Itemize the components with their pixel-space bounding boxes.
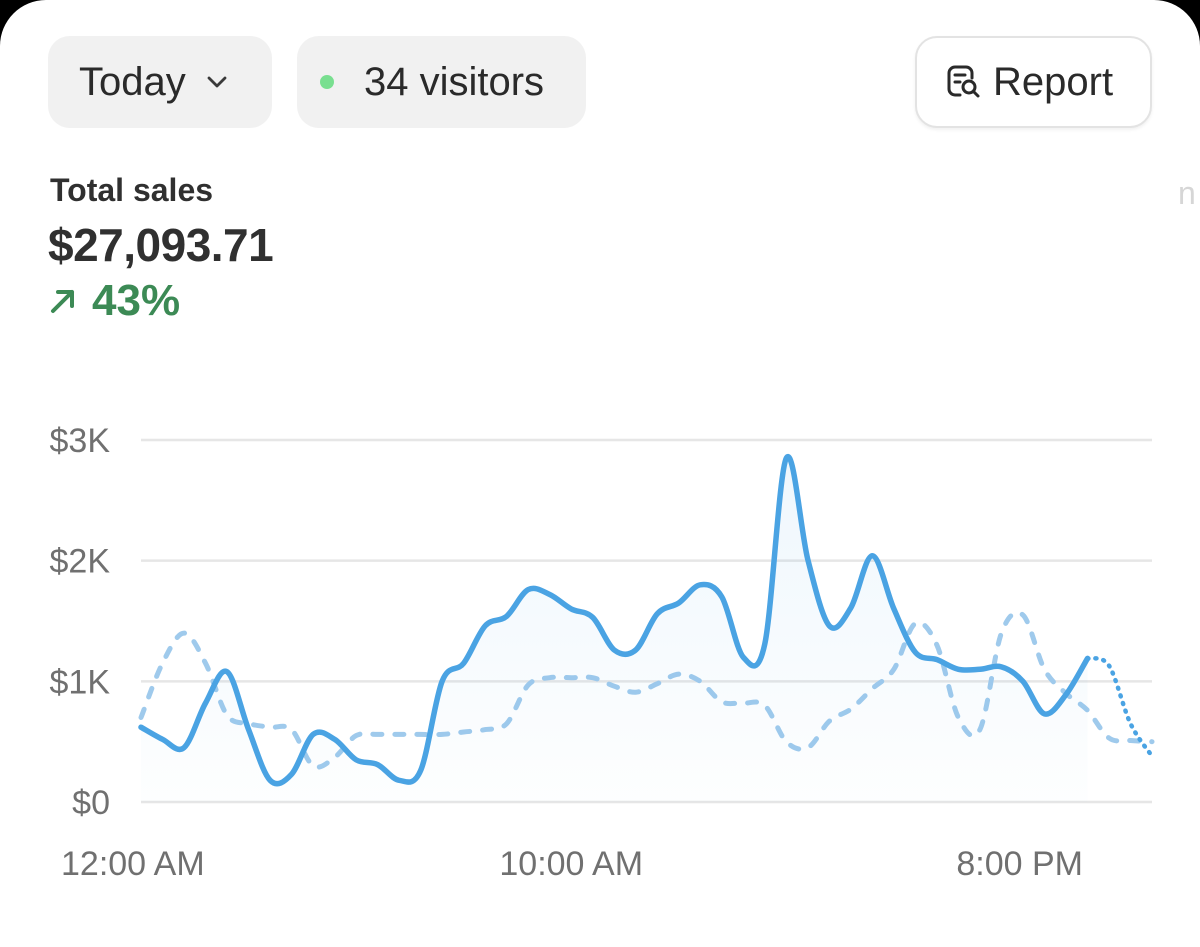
report-button[interactable]: Report <box>915 36 1152 128</box>
total-sales-value: $27,093.71 <box>48 219 274 271</box>
live-status-dot <box>320 75 334 89</box>
y-tick-label: $1K <box>50 663 111 701</box>
total-sales-title[interactable]: Total sales <box>50 172 214 208</box>
x-tick-label: 8:00 PM <box>956 845 1083 883</box>
visitors-count: 34 visitors <box>364 59 545 104</box>
series-area-fill <box>141 456 1088 802</box>
live-visitors-badge[interactable]: 34 visitors <box>297 36 586 128</box>
sales-change-indicator: 43% <box>48 276 180 326</box>
report-button-label: Report <box>993 59 1114 104</box>
current-period-line <box>138 453 1091 787</box>
y-tick-label: $2K <box>50 543 111 581</box>
projected-line <box>1085 656 1155 759</box>
arrow-up-right-icon <box>51 290 74 313</box>
period-dropdown-label: Today <box>79 59 186 104</box>
period-dropdown[interactable]: Today <box>48 36 272 128</box>
x-tick-label: 10:00 AM <box>499 845 643 883</box>
y-tick-label: $3K <box>50 422 111 460</box>
x-tick-label: 12:00 AM <box>61 845 205 883</box>
report-search-icon <box>945 63 983 101</box>
next-metric-peek: n <box>1178 175 1196 211</box>
chevron-down-icon <box>206 75 228 89</box>
y-tick-label: $0 <box>72 784 110 822</box>
sales-change-percent: 43% <box>92 276 181 325</box>
